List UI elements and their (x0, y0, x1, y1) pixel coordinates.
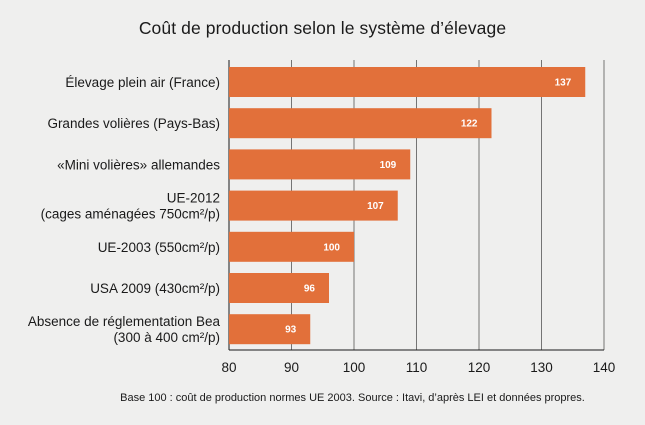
chart-title: Coût de production selon le système d’él… (138, 18, 507, 38)
x-tick-label: 130 (530, 360, 553, 375)
bar (229, 149, 411, 180)
category-label: USA 2009 (430cm²/p) (90, 281, 220, 296)
category-label-line: USA 2009 (430cm²/p) (90, 281, 220, 296)
x-tick-label: 80 (221, 360, 236, 375)
bar-value-label: 96 (304, 284, 316, 295)
bar (229, 108, 492, 139)
category-labels: Élevage plein air (France) Grandes volièr… (28, 75, 221, 345)
category-label: «Mini volières» allemandes (57, 157, 220, 172)
bars: 137 122 109 107 100 96 93 (229, 67, 586, 345)
category-label: UE-2003 (550cm²/p) (98, 240, 220, 255)
bar-value-label: 109 (380, 160, 397, 171)
category-label-line: UE-2003 (550cm²/p) (98, 240, 220, 255)
x-tick-label: 140 (593, 360, 616, 375)
bar (229, 273, 329, 303)
x-tick-label: 110 (406, 360, 428, 375)
bar-value-label: 107 (367, 201, 384, 212)
category-label-line: UE-2012 (167, 191, 220, 206)
bar (229, 231, 354, 262)
category-label-line: (cages aménagées 750cm²/p) (41, 207, 220, 222)
category-label: Grandes volières (Pays-Bas) (47, 116, 220, 131)
bar-value-label: 137 (555, 78, 572, 89)
category-label-line: Grandes volières (Pays-Bas) (47, 116, 220, 131)
x-tick-label: 120 (468, 360, 491, 375)
category-label-line: Élevage plein air (France) (65, 75, 220, 90)
category-label-line: «Mini volières» allemandes (57, 157, 220, 172)
chart-footnote: Base 100 : coût de production normes UE … (120, 392, 585, 404)
category-label: UE-2012 (cages aménagées 750cm²/p) (41, 191, 220, 222)
category-label: Élevage plein air (France) (65, 75, 220, 90)
bar (229, 314, 311, 345)
x-axis-ticks: 80 90 100 110 120 130 140 (221, 360, 615, 375)
x-tick-label: 90 (284, 360, 299, 375)
category-label-line: (300 à 400 cm²/p) (113, 330, 220, 345)
category-label-line: Absence de réglementation Bea (28, 314, 221, 329)
bar-value-label: 122 (461, 119, 478, 130)
bar-value-label: 93 (285, 325, 297, 336)
x-tick-label: 100 (343, 360, 366, 375)
category-label: Absence de réglementation Bea (300 à 400 … (28, 314, 221, 345)
bar (229, 67, 586, 97)
bar-value-label: 100 (323, 242, 340, 253)
bar (229, 190, 398, 221)
